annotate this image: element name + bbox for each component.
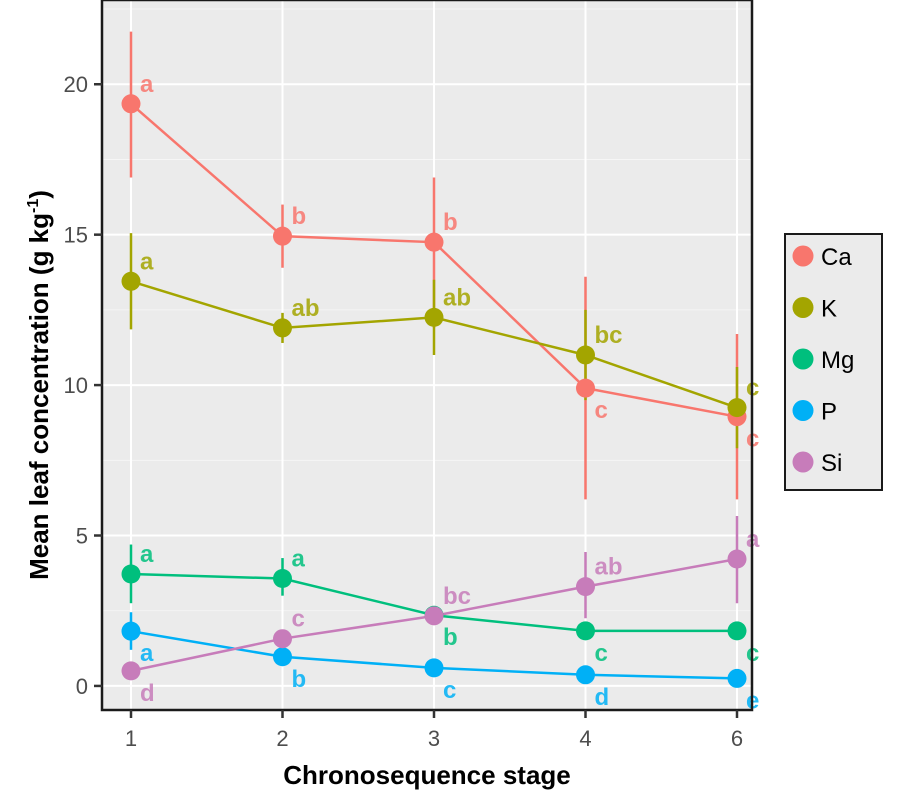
data-point (273, 629, 292, 649)
data-point (121, 661, 141, 681)
data-point (727, 398, 747, 418)
significance-letter: c (292, 606, 305, 633)
significance-letter: c (595, 640, 608, 667)
data-point (727, 549, 747, 569)
data-point (576, 665, 595, 685)
data-point (576, 577, 595, 597)
y-tick-label: 0 (76, 674, 88, 699)
significance-letter: ab (443, 284, 471, 311)
y-tick-label: 5 (76, 524, 88, 549)
y-tick-label: 15 (64, 223, 88, 248)
legend-key-k (792, 297, 814, 318)
significance-letter: b (443, 209, 458, 236)
x-tick-label: 1 (125, 726, 137, 751)
legend-label-p: P (821, 399, 837, 426)
significance-letter: b (443, 624, 458, 651)
significance-letter: bc (595, 322, 623, 349)
data-point (576, 345, 595, 365)
significance-letter: b (292, 666, 307, 693)
x-axis: 1 2 3 4 6 (125, 710, 743, 751)
plot-panel-border (100, 0, 754, 712)
significance-letter: ab (292, 295, 320, 322)
y-axis-title-superscript: -1 (25, 199, 42, 213)
legend: Ca K Mg P Si (784, 233, 883, 491)
significance-letter: a (292, 546, 306, 573)
series-p-points: ab c d e (121, 621, 759, 714)
significance-letter: b (292, 203, 307, 230)
data-point (424, 232, 444, 252)
x-tick-label: 2 (276, 726, 288, 751)
x-tick-label: 6 (731, 726, 743, 751)
data-point (424, 606, 444, 626)
data-point (121, 564, 141, 584)
data-point (273, 569, 292, 589)
plot-panel (102, 0, 752, 710)
y-tick-label: 10 (64, 373, 88, 398)
legend-key-mg (792, 348, 814, 370)
significance-letter: a (140, 640, 154, 667)
y-axis-title: Mean leaf concentration (g kg-1) (24, 190, 54, 580)
x-axis-title: Chronosequence stage (283, 760, 571, 790)
data-point (424, 307, 444, 327)
x-tick-label: 3 (428, 726, 440, 751)
significance-letter: ab (595, 554, 623, 581)
data-point (121, 94, 141, 114)
significance-letter: a (140, 248, 154, 275)
data-point (576, 378, 595, 398)
significance-letter: d (140, 680, 155, 707)
significance-letter: c (443, 677, 456, 704)
data-point (273, 647, 292, 667)
legend-label-mg: Mg (821, 347, 854, 374)
significance-letter: a (140, 71, 154, 98)
data-point (121, 271, 141, 291)
legend-key-p (792, 400, 814, 421)
x-tick-label: 4 (579, 726, 591, 751)
data-point (121, 621, 141, 641)
significance-letter: d (595, 684, 610, 711)
legend-label-si: Si (821, 450, 842, 477)
data-point (273, 226, 292, 246)
y-axis: 0 5 10 15 20 (64, 72, 102, 699)
data-point (727, 621, 747, 641)
legend-label-ca: Ca (821, 244, 852, 271)
significance-letter: c (595, 397, 608, 424)
significance-letter: a (140, 541, 154, 568)
data-point (727, 668, 747, 688)
legend-key-ca (792, 245, 814, 267)
legend-label-k: K (821, 296, 837, 323)
data-point (424, 658, 444, 678)
data-point (273, 318, 292, 338)
series-mg-points: a abc c (121, 541, 759, 667)
legend-key-si (792, 451, 814, 473)
data-point (576, 621, 595, 641)
y-tick-label: 20 (64, 72, 88, 97)
significance-letter: bc (443, 583, 471, 610)
